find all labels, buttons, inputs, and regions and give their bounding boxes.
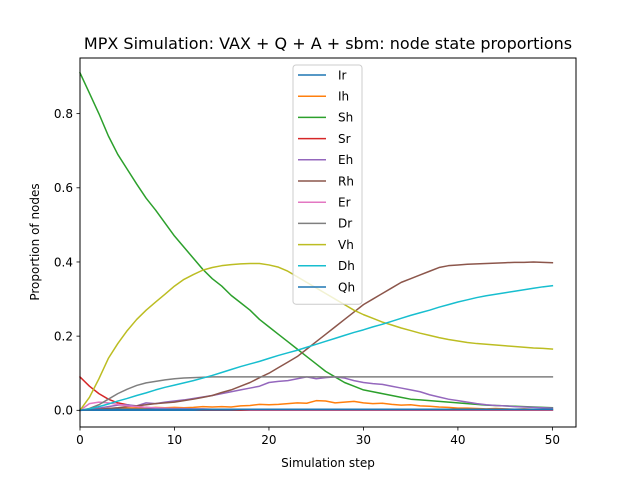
series-line-dh — [79, 284, 554, 412]
legend-label-rh: Rh — [338, 174, 354, 188]
series-line-sh — [79, 71, 554, 409]
legend-label-sr: Sr — [338, 132, 351, 146]
x-tick-label: 10 — [167, 433, 182, 447]
x-tick-label: 50 — [545, 433, 560, 447]
chart-title: MPX Simulation: VAX + Q + A + sbm: node … — [84, 34, 572, 53]
series-line-rh — [79, 261, 554, 412]
legend-label-dr: Dr — [338, 217, 352, 231]
y-axis-label: Proportion of nodes — [28, 183, 42, 300]
legend-label-dh: Dh — [338, 259, 355, 273]
legend-label-sh: Sh — [338, 111, 353, 125]
series-layer — [78, 71, 554, 412]
y-tick-label: 0.6 — [54, 181, 73, 195]
ticks-layer: 0 10 20 30 40 50 0.0 0.2 0.4 0.6 0.8 — [54, 107, 560, 447]
x-tick-label: 20 — [261, 433, 276, 447]
y-tick-label: 0.0 — [54, 404, 73, 418]
y-tick-label: 0.8 — [54, 107, 73, 121]
legend-label-ih: Ih — [338, 90, 349, 104]
x-tick-label: 40 — [450, 433, 465, 447]
legend-label-vh: Vh — [338, 238, 354, 252]
x-axis-label: Simulation step — [281, 456, 375, 470]
series-line-qh — [79, 408, 554, 412]
x-tick-label: 0 — [76, 433, 84, 447]
legend-label-eh: Eh — [338, 153, 353, 167]
x-tick-label: 30 — [356, 433, 371, 447]
series-line-dr — [79, 376, 554, 412]
legend-label-er: Er — [338, 196, 351, 210]
legend-label-ir: Ir — [338, 68, 347, 82]
legend: Ir Ih Sh Sr Eh Rh Er Dr Vh Dh Qh — [292, 64, 363, 305]
legend-label-qh: Qh — [338, 280, 355, 294]
y-tick-label: 0.4 — [54, 255, 73, 269]
y-tick-label: 0.2 — [54, 329, 73, 343]
plot-frame — [79, 57, 577, 428]
